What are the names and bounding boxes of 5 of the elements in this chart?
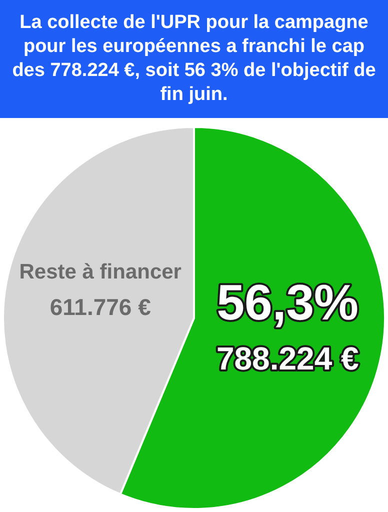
text: 56,3% [216,274,359,331]
slice-label: Reste à financer [19,260,182,284]
chart-title: La collecte de l'UPR pour la campagne pour les européennes a franchi le cap des 778.224 €, soit 56 3% de l'objectif de fin juin. [0,0,388,118]
data-label: 611.776 € [50,294,152,320]
data-label: 788.224 € [216,340,360,377]
